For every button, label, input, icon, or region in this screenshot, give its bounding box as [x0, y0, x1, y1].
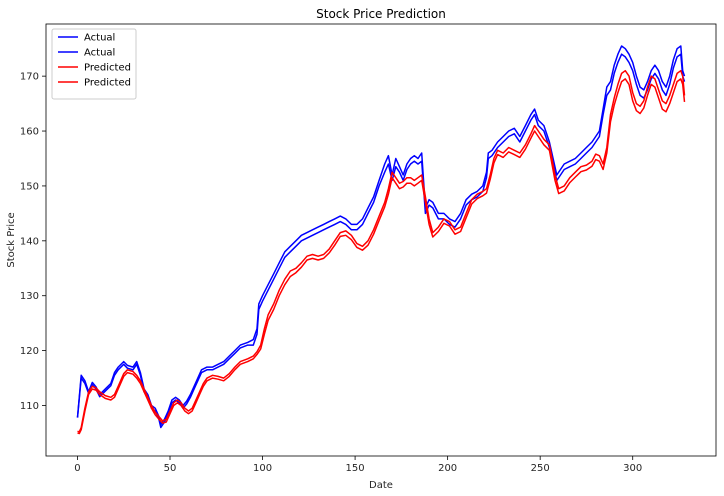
series-layer — [76, 45, 686, 435]
plot-frame — [45, 23, 717, 457]
y-tick-label: 160 — [20, 127, 39, 138]
x-tick-label: 300 — [623, 463, 642, 474]
y-tick-label: 120 — [20, 346, 39, 357]
legend: Actual Actual Predicted Predicted — [51, 28, 137, 100]
x-tick-label: 150 — [346, 463, 365, 474]
series-line-3 — [77, 69, 686, 433]
plot-area — [45, 23, 717, 457]
y-tick-label: 110 — [20, 401, 39, 412]
y-tick-label: 140 — [20, 236, 39, 247]
x-tick-label: 50 — [164, 463, 177, 474]
y-axis: 110 120 130 140 150 160 170 — [20, 72, 46, 412]
y-tick-label: 150 — [20, 181, 39, 192]
legend-label: Predicted — [84, 63, 131, 74]
legend-label: Actual — [84, 33, 115, 44]
y-tick-label: 170 — [20, 72, 39, 83]
x-tick-label: 100 — [253, 463, 272, 474]
chart-title: Stock Price Prediction — [316, 7, 446, 21]
x-axis: 0 50 100 150 200 250 300 — [74, 456, 642, 474]
x-axis-label: Date — [369, 480, 393, 491]
series-line-1 — [76, 45, 686, 426]
x-tick-label: 200 — [438, 463, 457, 474]
legend-label: Predicted — [84, 78, 131, 89]
y-axis-label: Stock Price — [6, 212, 17, 267]
y-tick-label: 130 — [20, 291, 39, 302]
series-line-4 — [77, 78, 686, 435]
x-tick-label: 0 — [74, 463, 80, 474]
legend-label: Actual — [84, 48, 115, 59]
x-tick-label: 250 — [531, 463, 550, 474]
